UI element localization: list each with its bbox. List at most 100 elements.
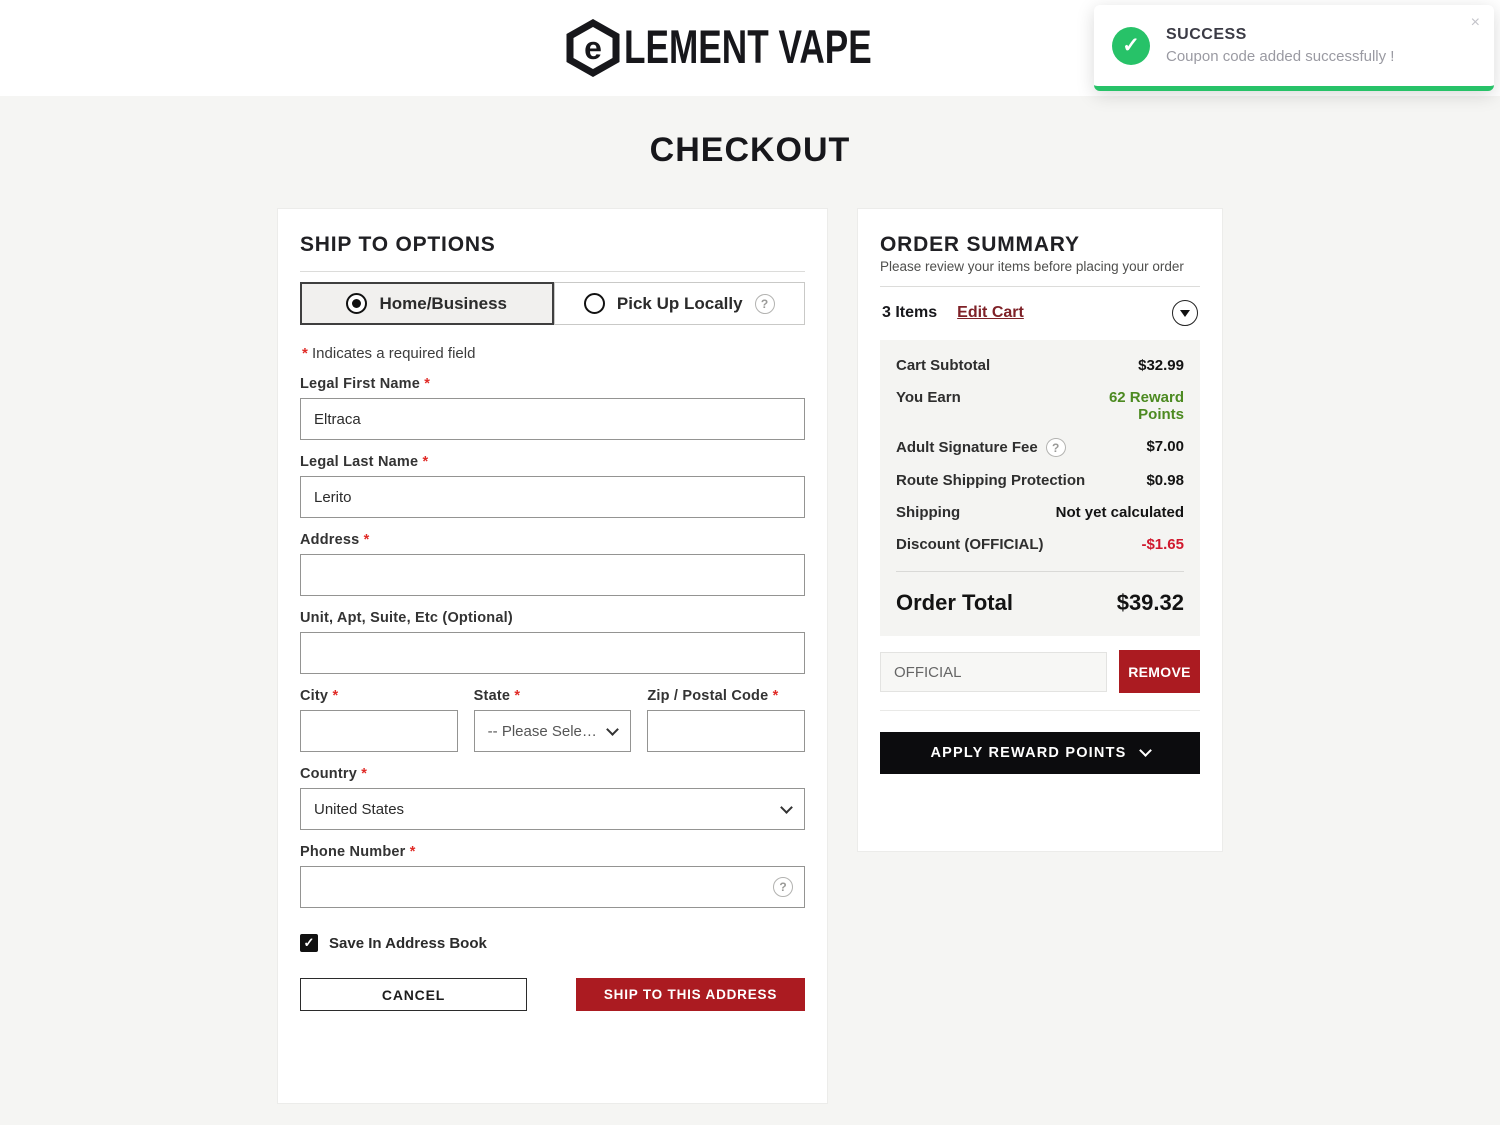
- help-icon[interactable]: ?: [1045, 438, 1066, 457]
- apply-reward-points-button[interactable]: APPLY REWARD POINTS: [880, 732, 1200, 774]
- help-icon[interactable]: ?: [773, 877, 793, 897]
- required-asterisk: *: [772, 688, 779, 704]
- required-asterisk: *: [514, 688, 521, 704]
- summary-row-label: Adult Signature Fee ?: [896, 438, 1066, 457]
- coupon-code-input[interactable]: [880, 652, 1107, 692]
- phone-field-group: Phone Number * ?: [300, 844, 805, 908]
- tab-home-business-label: Home/Business: [379, 293, 508, 313]
- zip-input[interactable]: [647, 710, 806, 752]
- summary-row: Shipping Not yet calculated: [896, 504, 1184, 521]
- collapse-summary-icon[interactable]: [1172, 300, 1198, 326]
- city-input[interactable]: [300, 710, 458, 752]
- apply-reward-points-label: APPLY REWARD POINTS: [930, 745, 1127, 761]
- address-input[interactable]: [300, 554, 805, 596]
- summary-row: Route Shipping Protection $0.98: [896, 472, 1184, 489]
- page-title: CHECKOUT: [649, 131, 851, 169]
- unit-label-text: Unit, Apt, Suite, Etc (Optional): [300, 610, 513, 626]
- chevron-down-icon: [1138, 744, 1152, 757]
- zip-field-group: Zip / Postal Code *: [647, 688, 806, 752]
- help-glyph: ?: [1052, 440, 1060, 455]
- tab-pick-up-locally-label: Pick Up Locally: [616, 293, 743, 313]
- help-glyph: ?: [779, 880, 787, 894]
- summary-row-label: Shipping: [896, 504, 961, 521]
- summary-row-label: Discount (OFFICIAL): [896, 536, 1044, 553]
- summary-row-label: Cart Subtotal: [896, 357, 991, 374]
- order-total-row: Order Total $39.32: [896, 590, 1184, 616]
- checkbox-checked-icon[interactable]: ✓: [300, 934, 318, 952]
- summary-row-value: Not yet calculated: [1055, 504, 1184, 521]
- country-select-value: United States: [314, 800, 405, 818]
- required-note-text: Indicates a required field: [312, 345, 476, 362]
- chevron-down-icon: [780, 800, 793, 814]
- required-field-note: * Indicates a required field: [302, 345, 805, 362]
- logo-hexagon-e-icon: e: [566, 19, 620, 77]
- phone-input[interactable]: [300, 866, 805, 908]
- ship-to-option-tabs: Home/Business Pick Up Locally ?: [300, 282, 805, 325]
- cancel-button[interactable]: CANCEL: [300, 978, 527, 1011]
- summary-row-value: $7.00: [1146, 438, 1184, 455]
- city-field-group: City *: [300, 688, 458, 752]
- state-select[interactable]: -- Please Select --: [473, 710, 632, 752]
- summary-row-value-discount: -$1.65: [1141, 536, 1184, 553]
- required-asterisk: *: [424, 376, 431, 392]
- country-select[interactable]: United States: [300, 788, 805, 830]
- city-label-text: City: [300, 688, 329, 704]
- order-summary-subtitle: Please review your items before placing …: [880, 259, 1184, 274]
- unit-input[interactable]: [300, 632, 805, 674]
- summary-row-label: Route Shipping Protection: [896, 472, 1086, 489]
- required-asterisk: *: [363, 532, 370, 548]
- summary-row-value-reward-points: 62 Reward Points: [1108, 389, 1184, 423]
- first-name-input[interactable]: [300, 398, 805, 440]
- summary-box: Cart Subtotal $32.99 You Earn 62 Reward …: [880, 340, 1200, 636]
- save-address-checkbox-row[interactable]: ✓ Save In Address Book: [300, 934, 805, 952]
- order-total-value: $39.32: [1116, 590, 1184, 615]
- ship-to-heading: SHIP TO OPTIONS: [300, 233, 496, 256]
- items-count: 3 Items: [882, 304, 937, 322]
- state-label: State *: [474, 688, 632, 704]
- svg-text:e: e: [584, 30, 602, 66]
- address-field-group: Address *: [300, 532, 805, 596]
- toast-message: Coupon code added successfully !: [1166, 48, 1395, 65]
- items-count-label: Items: [895, 304, 938, 321]
- summary-row: Cart Subtotal $32.99: [896, 357, 1184, 374]
- summary-row: You Earn 62 Reward Points: [896, 389, 1184, 423]
- order-summary-heading: ORDER SUMMARY: [880, 233, 1080, 256]
- zip-label: Zip / Postal Code *: [647, 688, 805, 704]
- items-count-number: 3: [882, 304, 891, 321]
- ship-to-this-address-button[interactable]: SHIP TO THIS ADDRESS: [576, 978, 805, 1011]
- toast-title: SUCCESS: [1166, 26, 1247, 43]
- country-label-text: Country: [300, 766, 357, 782]
- first-name-field-group: Legal First Name *: [300, 376, 805, 440]
- coupon-row: REMOVE: [880, 650, 1200, 693]
- city-label: City *: [300, 688, 458, 704]
- last-name-input[interactable]: [300, 476, 805, 518]
- help-icon[interactable]: ?: [754, 293, 775, 314]
- unit-label: Unit, Apt, Suite, Etc (Optional): [300, 610, 805, 626]
- save-address-label: Save In Address Book: [329, 934, 487, 952]
- required-asterisk: *: [332, 688, 339, 704]
- state-field-group: State * -- Please Select --: [473, 688, 632, 752]
- state-select-value: -- Please Select --: [487, 722, 601, 740]
- form-actions: CANCEL SHIP TO THIS ADDRESS: [300, 978, 805, 1011]
- tab-home-business[interactable]: Home/Business: [300, 282, 554, 325]
- items-row: 3 Items Edit Cart: [882, 300, 1198, 326]
- success-toast: ✓ SUCCESS Coupon code added successfully…: [1094, 5, 1494, 91]
- radio-selected-icon: [346, 293, 368, 314]
- country-field-group: Country * United States: [300, 766, 805, 830]
- logo-text: LEMENT VAPE: [624, 20, 872, 74]
- element-vape-logo[interactable]: e LEMENT VAPE: [566, 19, 934, 77]
- required-asterisk: *: [302, 345, 308, 362]
- first-name-label-text: Legal First Name: [300, 376, 421, 392]
- phone-label-text: Phone Number: [300, 844, 406, 860]
- success-check-icon: ✓: [1112, 26, 1150, 65]
- required-asterisk: *: [409, 844, 416, 860]
- check-glyph: ✓: [303, 935, 315, 950]
- summary-row: Discount (OFFICIAL) -$1.65: [896, 536, 1184, 553]
- edit-cart-link[interactable]: Edit Cart: [957, 304, 1024, 321]
- close-icon[interactable]: ×: [1470, 14, 1480, 31]
- remove-coupon-button[interactable]: REMOVE: [1119, 650, 1200, 693]
- order-summary-panel: ORDER SUMMARY Please review your items b…: [857, 208, 1223, 852]
- last-name-label-text: Legal Last Name: [300, 454, 419, 470]
- chevron-down-icon: [606, 722, 620, 736]
- tab-pick-up-locally[interactable]: Pick Up Locally ?: [553, 282, 805, 325]
